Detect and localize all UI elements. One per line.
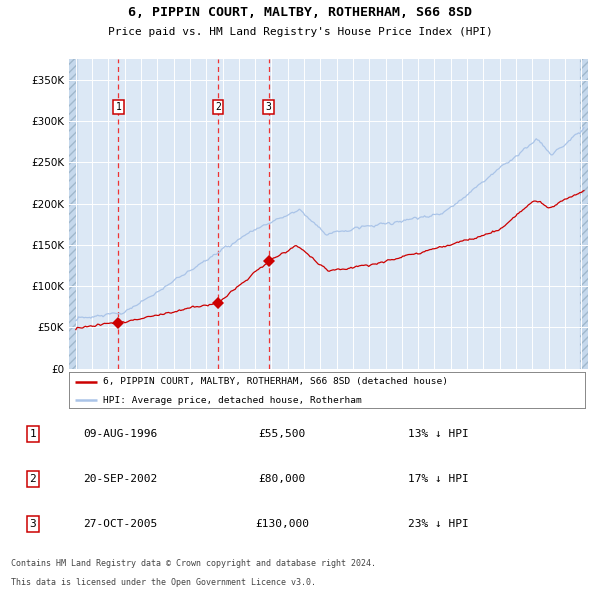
Text: Contains HM Land Registry data © Crown copyright and database right 2024.: Contains HM Land Registry data © Crown c… (11, 559, 376, 568)
Text: 27-OCT-2005: 27-OCT-2005 (83, 519, 157, 529)
Text: 13% ↓ HPI: 13% ↓ HPI (407, 429, 469, 439)
Text: 1: 1 (115, 102, 121, 112)
Text: 3: 3 (266, 102, 271, 112)
Text: 2: 2 (29, 474, 37, 484)
Text: 6, PIPPIN COURT, MALTBY, ROTHERHAM, S66 8SD: 6, PIPPIN COURT, MALTBY, ROTHERHAM, S66 … (128, 6, 472, 19)
Text: 1: 1 (29, 429, 37, 439)
Bar (69, 59, 77, 369)
Text: 2: 2 (215, 102, 221, 112)
Text: Price paid vs. HM Land Registry's House Price Index (HPI): Price paid vs. HM Land Registry's House … (107, 27, 493, 37)
Text: 6, PIPPIN COURT, MALTBY, ROTHERHAM, S66 8SD (detached house): 6, PIPPIN COURT, MALTBY, ROTHERHAM, S66 … (103, 377, 448, 386)
Text: 23% ↓ HPI: 23% ↓ HPI (407, 519, 469, 529)
Text: £55,500: £55,500 (259, 429, 305, 439)
Text: 09-AUG-1996: 09-AUG-1996 (83, 429, 157, 439)
Text: 3: 3 (29, 519, 37, 529)
Text: This data is licensed under the Open Government Licence v3.0.: This data is licensed under the Open Gov… (11, 578, 316, 587)
Bar (580, 59, 588, 369)
Text: HPI: Average price, detached house, Rotherham: HPI: Average price, detached house, Roth… (103, 396, 361, 405)
Text: £130,000: £130,000 (255, 519, 309, 529)
Text: 17% ↓ HPI: 17% ↓ HPI (407, 474, 469, 484)
Text: £80,000: £80,000 (259, 474, 305, 484)
Text: 20-SEP-2002: 20-SEP-2002 (83, 474, 157, 484)
